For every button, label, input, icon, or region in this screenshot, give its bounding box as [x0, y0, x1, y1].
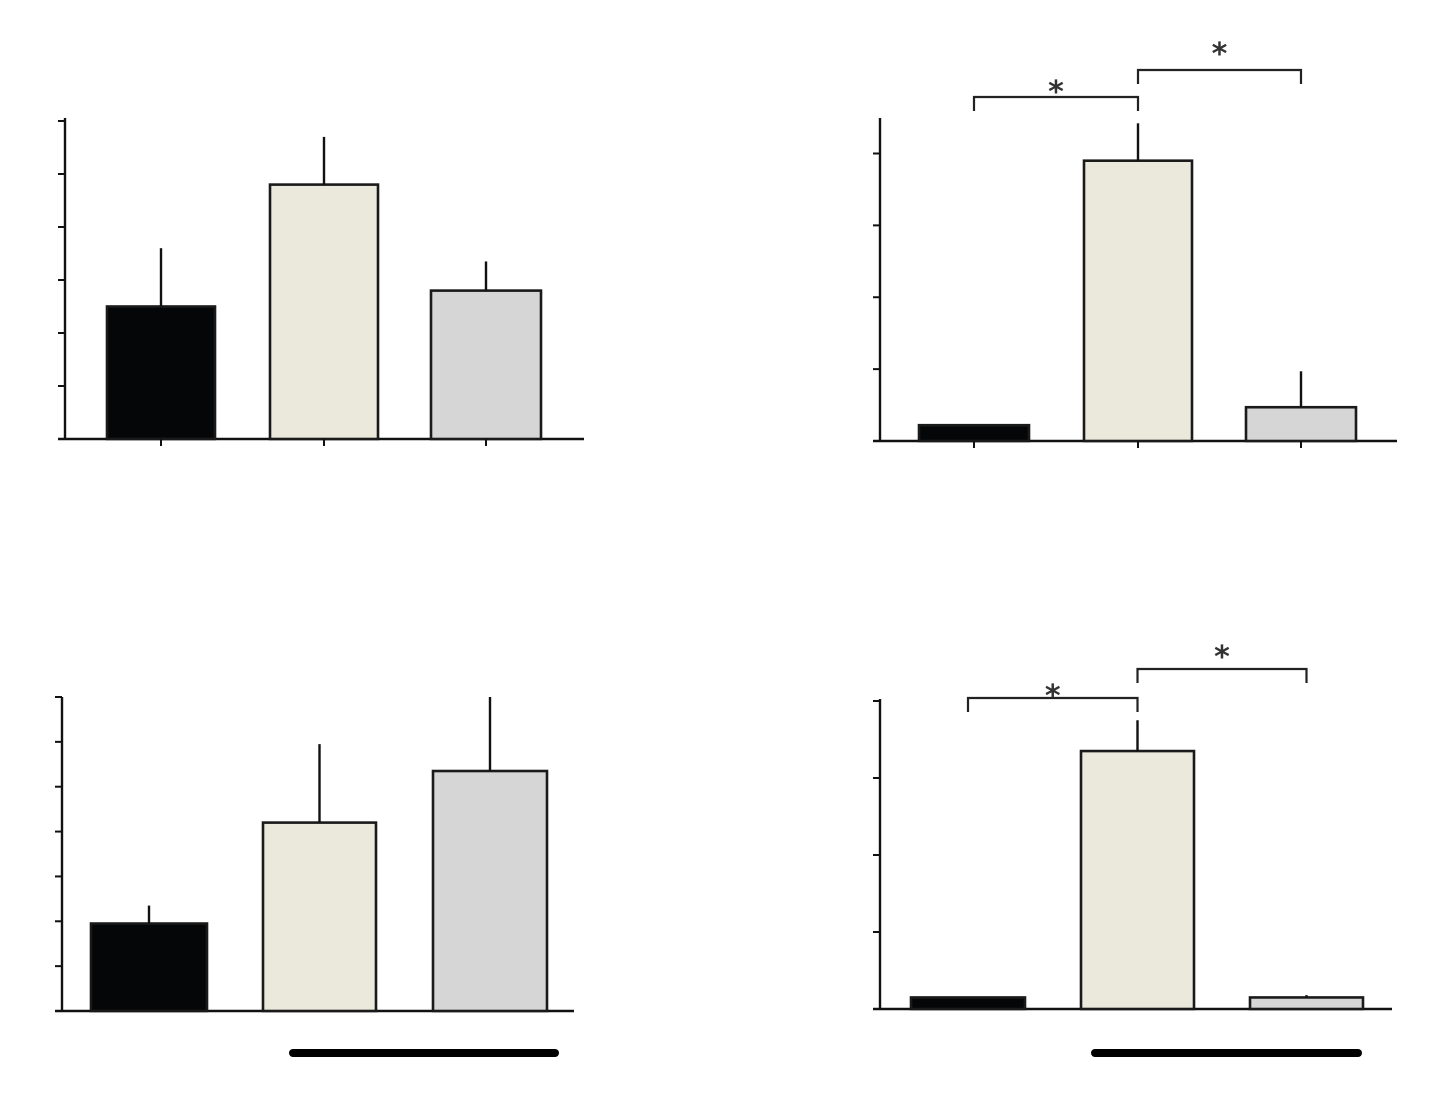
bar — [1248, 996, 1365, 1011]
bar — [261, 821, 378, 1013]
panel-bottom-right: ** — [873, 640, 1392, 1057]
bar — [1244, 405, 1358, 443]
significance-star: * — [1214, 640, 1230, 675]
panel-top-right: ** — [873, 37, 1397, 448]
panel-bottom-left — [55, 696, 574, 1057]
significance-bracket — [1136, 68, 1303, 84]
significance-star: * — [1045, 679, 1061, 714]
panel-top-left — [58, 118, 584, 446]
significance-star: * — [1212, 37, 1228, 72]
bar — [105, 305, 217, 441]
bar — [89, 922, 209, 1013]
significance-bracket — [972, 95, 1140, 111]
bar — [1079, 749, 1196, 1011]
bar — [429, 289, 543, 441]
bar — [268, 183, 380, 441]
bar — [917, 423, 1031, 443]
bar — [1082, 159, 1194, 443]
bar — [909, 996, 1027, 1011]
significance-star: * — [1048, 75, 1064, 110]
bar — [431, 769, 549, 1013]
significance-bracket — [966, 696, 1139, 712]
significance-bracket — [1136, 667, 1308, 683]
